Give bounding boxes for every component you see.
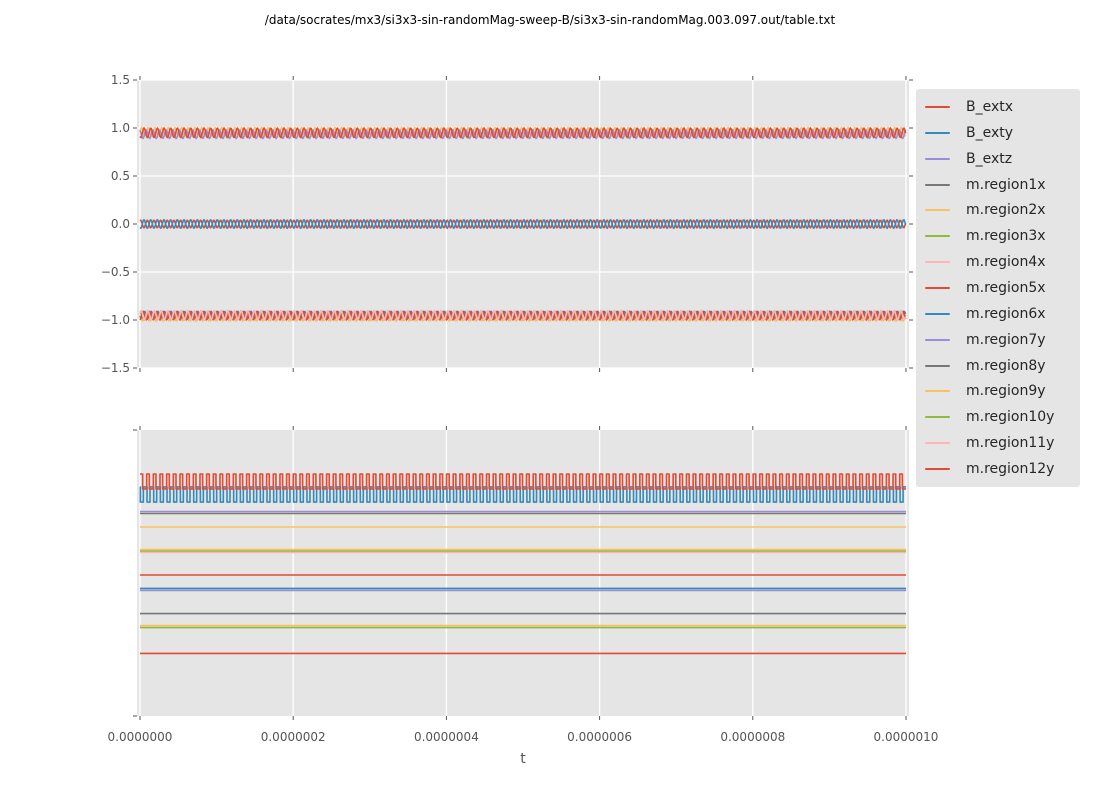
- legend-item-label: m.region7y: [966, 331, 1046, 348]
- legend-item-label: m.region3x: [966, 228, 1046, 245]
- legend-item-label: m.region12y: [966, 460, 1055, 477]
- series-line: [140, 473, 906, 490]
- series-line: [139, 310, 907, 321]
- legend-item: m.region9y: [916, 384, 1080, 398]
- legend-item: m.region2x: [916, 203, 1080, 217]
- x-tick-label: 0.0000010: [873, 730, 939, 744]
- legend-item-label: m.region10y: [966, 409, 1055, 426]
- legend-item-label: m.region1x: [966, 176, 1046, 193]
- x-tick-label: 0.0000004: [413, 730, 479, 744]
- legend-item: m.region5x: [916, 281, 1080, 295]
- y-tick-label: 1.0: [110, 121, 130, 135]
- x-tick-label: 0.0000008: [720, 730, 786, 744]
- y-tick-label: 1.5: [110, 73, 130, 87]
- legend-line-swatch: [925, 467, 950, 470]
- legend-item-label: m.region9y: [966, 383, 1046, 400]
- legend-item: m.region10y: [916, 410, 1080, 424]
- legend-item-label: m.region6x: [966, 305, 1046, 322]
- legend-line-swatch: [925, 312, 950, 315]
- top-plot: [133, 76, 913, 372]
- bottom-plot-background: [137, 430, 909, 716]
- legend-line-swatch: [925, 235, 950, 238]
- legend-line-swatch: [925, 157, 950, 160]
- legend-line-swatch: [925, 131, 950, 134]
- legend-item-label: m.region8y: [966, 357, 1046, 374]
- y-tick-label: 0.0: [110, 217, 130, 231]
- legend-item-label: B_extz: [966, 150, 1013, 167]
- legend-line-swatch: [925, 364, 950, 367]
- x-axis-label: t: [520, 751, 526, 767]
- legend-item: m.region11y: [916, 436, 1080, 450]
- legend-item: B_extx: [916, 100, 1080, 114]
- legend-item: m.region7y: [916, 333, 1080, 347]
- series-line: [139, 219, 907, 229]
- legend-line-swatch: [925, 183, 950, 186]
- series-line: [139, 309, 907, 321]
- legend-line-swatch: [925, 390, 950, 393]
- legend-line-swatch: [925, 416, 950, 419]
- series-line: [139, 129, 907, 140]
- legend-item: B_extz: [916, 152, 1080, 166]
- legend-item: m.region12y: [916, 462, 1080, 476]
- x-tick-label: 0.0000002: [260, 730, 326, 744]
- legend-item: m.region1x: [916, 178, 1080, 192]
- y-tick-label: −0.5: [100, 265, 130, 279]
- bottom-plot: [133, 426, 909, 720]
- y-tick-label: −1.5: [100, 361, 130, 375]
- legend-line-swatch: [925, 442, 950, 445]
- legend-line-swatch: [925, 286, 950, 289]
- legend-item-label: m.region5x: [966, 279, 1046, 296]
- legend-item-label: m.region4x: [966, 254, 1046, 271]
- legend-item-label: m.region11y: [966, 435, 1055, 452]
- legend-item: m.region3x: [916, 229, 1080, 243]
- legend-item-label: B_exty: [966, 124, 1014, 141]
- x-tick-label: 0.0000000: [107, 730, 173, 744]
- series-line: [139, 127, 907, 139]
- legend-item: m.region6x: [916, 307, 1080, 321]
- figure-title: /data/socrates/mx3/si3x3-sin-randomMag-s…: [264, 13, 836, 27]
- series-line: [139, 218, 907, 230]
- legend-line-swatch: [925, 209, 950, 212]
- y-tick-label: −1.0: [100, 313, 130, 327]
- legend-line-swatch: [925, 338, 950, 341]
- x-tick-label: 0.0000006: [567, 730, 633, 744]
- legend: B_extx B_exty B_extz m.region1x m.region2x m.…: [916, 89, 1080, 487]
- legend-line-swatch: [925, 261, 950, 264]
- legend-item: m.region4x: [916, 255, 1080, 269]
- y-tick-label: 0.5: [110, 169, 130, 183]
- legend-item: B_exty: [916, 126, 1080, 140]
- legend-item-label: B_extx: [966, 98, 1014, 115]
- legend-line-swatch: [925, 105, 950, 108]
- legend-item: m.region8y: [916, 359, 1080, 373]
- legend-item-label: m.region2x: [966, 202, 1046, 219]
